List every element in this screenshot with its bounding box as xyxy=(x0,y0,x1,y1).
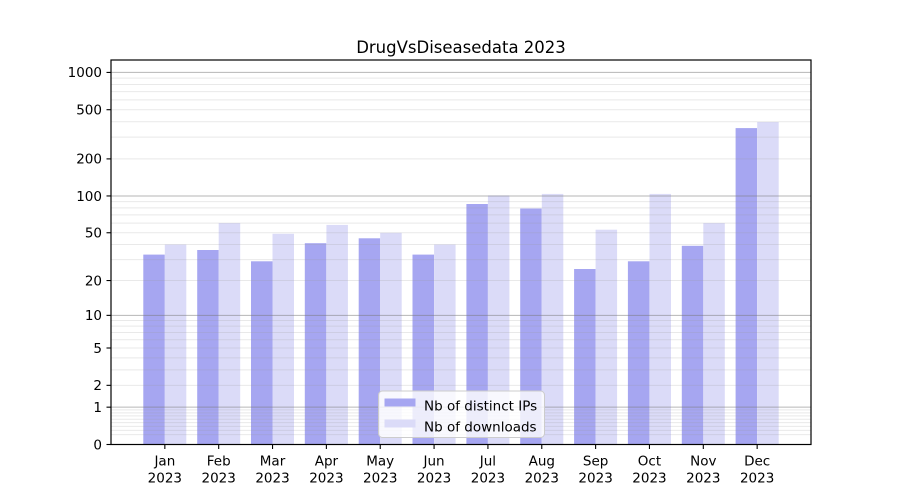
y-tick-label: 50 xyxy=(85,226,102,242)
legend-swatch-distinct-ips xyxy=(384,398,416,407)
legend-label-downloads: Nb of downloads xyxy=(424,420,537,436)
x-tick-label-month: Jan xyxy=(153,454,175,470)
bar-distinct-ips-dec xyxy=(735,128,758,445)
x-tick-label-year: 2023 xyxy=(740,471,774,487)
y-tick-label: 0 xyxy=(93,437,102,453)
y-tick-label: 100 xyxy=(76,189,102,205)
bar-distinct-ips-jul xyxy=(466,204,488,445)
y-tick-label: 1 xyxy=(93,400,102,416)
x-tick-label-month: Jun xyxy=(423,454,445,470)
bar-downloads-apr xyxy=(326,224,348,445)
bar-distinct-ips-sep xyxy=(574,269,596,445)
x-tick-label-month: Aug xyxy=(529,454,555,470)
x-tick-label-year: 2023 xyxy=(471,471,505,487)
bar-downloads-mar xyxy=(272,233,294,445)
bar-downloads-dec xyxy=(757,122,779,445)
x-tick-label-year: 2023 xyxy=(255,471,289,487)
plot-border xyxy=(110,59,812,446)
x-tick-label-year: 2023 xyxy=(309,471,343,487)
bar-downloads-jan xyxy=(164,244,187,445)
bar-downloads-feb xyxy=(218,223,241,445)
bar-distinct-ips-may xyxy=(358,238,381,445)
y-tick-label: 5 xyxy=(93,341,102,357)
bar-distinct-ips-nov xyxy=(681,245,704,445)
x-tick-label-year: 2023 xyxy=(417,471,451,487)
bar-distinct-ips-mar xyxy=(251,261,273,445)
y-tick-label: 20 xyxy=(85,273,102,289)
x-tick-label-month: Nov xyxy=(690,454,716,470)
bar-distinct-ips-oct xyxy=(627,261,650,445)
x-tick-label-year: 2023 xyxy=(686,471,720,487)
x-tick-label-month: Jul xyxy=(479,454,496,470)
x-tick-label-year: 2023 xyxy=(148,471,182,487)
y-tick-label: 500 xyxy=(76,103,102,119)
bar-downloads-jul xyxy=(487,195,510,445)
x-tick-label-month: Mar xyxy=(260,454,286,470)
bar-distinct-ips-jan xyxy=(143,254,165,445)
bar-downloads-oct xyxy=(649,193,671,445)
bar-downloads-sep xyxy=(595,229,618,445)
x-tick-label-month: Sep xyxy=(583,454,608,470)
y-tick-label: 2 xyxy=(93,378,102,394)
bar-downloads-aug xyxy=(541,193,564,445)
x-tick-label-year: 2023 xyxy=(525,471,559,487)
y-tick-label: 200 xyxy=(76,152,102,168)
x-tick-label-year: 2023 xyxy=(363,471,397,487)
legend-label-distinct-ips: Nb of distinct IPs xyxy=(424,399,537,415)
bar-downloads-nov xyxy=(703,223,725,445)
y-tick-label: 1000 xyxy=(68,65,102,81)
legend-swatch-downloads xyxy=(384,419,416,428)
x-tick-label-month: Oct xyxy=(638,454,661,470)
x-tick-label-month: Dec xyxy=(744,454,770,470)
x-tick-label-month: Apr xyxy=(315,454,339,470)
x-tick-label-month: May xyxy=(366,454,394,470)
bar-distinct-ips-feb xyxy=(197,250,219,445)
x-tick-label-month: Feb xyxy=(207,454,231,470)
y-tick-label: 10 xyxy=(85,308,102,324)
chart-title: DrugVsDiseasedata 2023 xyxy=(356,38,566,57)
bar-distinct-ips-aug xyxy=(520,208,542,445)
x-tick-label-year: 2023 xyxy=(202,471,236,487)
x-tick-label-year: 2023 xyxy=(578,471,612,487)
legend-box xyxy=(378,390,545,438)
bar-distinct-ips-apr xyxy=(304,243,327,445)
x-tick-label-year: 2023 xyxy=(632,471,666,487)
